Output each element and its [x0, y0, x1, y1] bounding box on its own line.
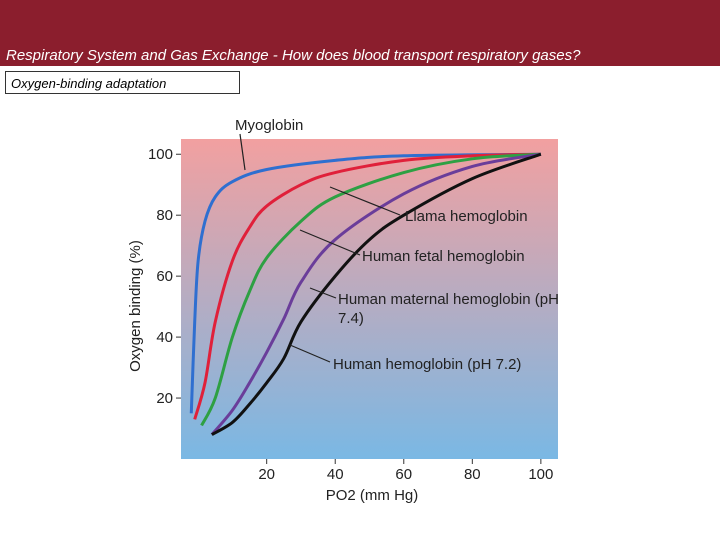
- series-label: Llama hemoglobin: [405, 208, 528, 225]
- leader-line: [299, 229, 361, 256]
- y-tick-label: 100: [148, 146, 173, 163]
- slide-subtitle: Oxygen-binding adaptation: [5, 71, 240, 94]
- leader-line: [289, 344, 331, 363]
- y-axis-label: Oxygen binding (%): [127, 240, 144, 372]
- curve: [210, 152, 542, 436]
- leader-line: [239, 133, 246, 171]
- series-label: Myoglobin: [235, 117, 304, 134]
- leader-line: [329, 186, 401, 216]
- header-bar: [0, 0, 720, 66]
- curve: [193, 152, 541, 420]
- y-tick-label: 20: [156, 390, 173, 407]
- y-tick-label: 40: [156, 329, 173, 346]
- series-label: Human hemoglobin (pH 7.2): [333, 356, 522, 373]
- leader-line: [309, 287, 337, 299]
- slide-title: Respiratory System and Gas Exchange - Ho…: [6, 47, 581, 64]
- y-tick-label: 80: [156, 207, 173, 224]
- series-label: Human fetal hemoglobin: [362, 248, 525, 265]
- curve: [189, 152, 541, 414]
- y-tick-label: 60: [156, 268, 173, 285]
- x-tick-label: 60: [395, 466, 412, 483]
- x-tick-label: 40: [327, 466, 344, 483]
- x-axis-label: PO2 (mm Hg): [326, 487, 419, 504]
- x-tick-label: 100: [528, 466, 553, 483]
- curve: [200, 152, 541, 427]
- plot-area: [181, 139, 558, 459]
- series-label: Human maternal hemoglobin (pH 7.4): [338, 291, 559, 327]
- curve: [211, 152, 542, 436]
- x-tick-label: 20: [258, 466, 275, 483]
- x-tick-label: 80: [464, 466, 481, 483]
